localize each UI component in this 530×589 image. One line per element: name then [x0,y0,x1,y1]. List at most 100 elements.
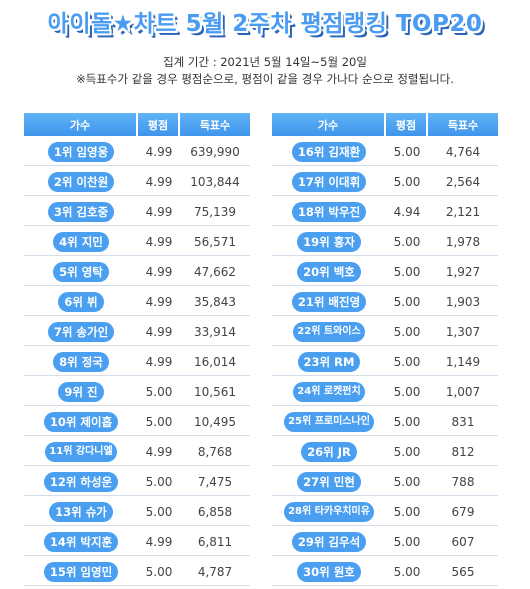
singer-cell: 15위 임영민 [24,559,138,586]
votes-cell: 56,571 [180,229,250,256]
table-row: 23위 RM 5.00 1,149 [272,349,498,376]
score-cell: 4.99 [138,259,180,286]
table-row: 15위 임영민 5.00 4,787 [24,559,250,586]
votes-cell: 6,811 [180,529,250,556]
singer-cell: 5위 영탁 [24,259,138,286]
table-row: 17위 이대휘 5.00 2,564 [272,169,498,196]
score-cell: 5.00 [386,349,428,376]
rank-singer-badge: 9위 진 [58,382,104,402]
score-cell: 5.00 [386,289,428,316]
singer-cell: 13위 슈가 [24,499,138,526]
rank-singer-badge: 5위 영탁 [53,262,109,282]
votes-cell: 35,843 [180,289,250,316]
column-header-score: 평점 [386,113,428,136]
table-row: 4위 지민 4.99 56,571 [24,229,250,256]
table-row: 20위 백호 5.00 1,927 [272,259,498,286]
score-cell: 4.99 [138,319,180,346]
votes-cell: 75,139 [180,199,250,226]
rank-singer-badge: 17위 이대휘 [291,172,367,192]
table-row: 6위 뷔 4.99 35,843 [24,289,250,316]
score-cell: 5.00 [386,379,428,406]
singer-cell: 9위 진 [24,379,138,406]
rank-singer-badge: 13위 슈가 [49,502,113,522]
rank-singer-badge: 10위 제이홉 [43,412,119,432]
table-row: 7위 송가인 4.99 33,914 [24,319,250,346]
singer-cell: 30위 원호 [272,559,386,586]
rank-singer-badge: 25위 프로미스나인 [284,412,374,432]
column-header-votes: 득표수 [428,113,498,136]
votes-cell: 679 [428,499,498,526]
rank-singer-badge: 8위 정국 [53,352,109,372]
table-row: 30위 원호 5.00 565 [272,559,498,586]
rank-singer-badge: 1위 임영웅 [47,142,115,162]
rank-singer-badge: 24위 로켓펀치 [293,382,365,402]
score-cell: 4.99 [138,529,180,556]
table-row: 10위 제이홉 5.00 10,495 [24,409,250,436]
column-header-singer: 가수 [24,113,138,136]
column-header-singer: 가수 [272,113,386,136]
score-cell: 5.00 [138,469,180,496]
votes-cell: 1,007 [428,379,498,406]
page-title: 아이돌★차트 5월 2주차 평점랭킹 TOP20 [47,11,483,37]
votes-cell: 565 [428,559,498,586]
score-cell: 5.00 [138,379,180,406]
score-cell: 5.00 [138,499,180,526]
ranking-table-right: 가수 평점 득표수 16위 김재환 5.00 4,764 17위 이대휘 5.00 2,5… [272,110,498,589]
votes-cell: 4,787 [180,559,250,586]
rank-singer-badge: 19위 홍자 [297,232,361,252]
score-cell: 5.00 [386,469,428,496]
votes-cell: 831 [428,409,498,436]
aggregation-period: 집계 기간 : 2021년 5월 14일~5월 20일 [163,55,367,69]
table-row: 11위 강다니엘 4.99 8,768 [24,439,250,466]
votes-cell: 607 [428,529,498,556]
score-cell: 5.00 [386,139,428,166]
rank-singer-badge: 2위 이찬원 [47,172,115,192]
singer-cell: 22위 트와이스 [272,319,386,346]
singer-cell: 24위 로켓펀치 [272,379,386,406]
votes-cell: 10,495 [180,409,250,436]
table-row: 1위 임영웅 4.99 639,990 [24,139,250,166]
votes-cell: 33,914 [180,319,250,346]
votes-cell: 1,978 [428,229,498,256]
singer-cell: 23위 RM [272,349,386,376]
rank-singer-badge: 26위 JR [301,442,357,462]
votes-cell: 7,475 [180,469,250,496]
singer-cell: 21위 배진영 [272,289,386,316]
rank-singer-badge: 27위 민현 [297,472,361,492]
score-cell: 5.00 [386,229,428,256]
singer-cell: 26위 JR [272,439,386,466]
score-cell: 5.00 [138,559,180,586]
table-row: 5위 영탁 4.99 47,662 [24,259,250,286]
table-row: 27위 민현 5.00 788 [272,469,498,496]
rank-singer-badge: 29위 김우석 [291,532,367,552]
score-cell: 5.00 [386,499,428,526]
table-row: 21위 배진영 5.00 1,903 [272,289,498,316]
rank-singer-badge: 12위 하성운 [43,472,119,492]
singer-cell: 2위 이찬원 [24,169,138,196]
table-row: 2위 이찬원 4.99 103,844 [24,169,250,196]
votes-cell: 16,014 [180,349,250,376]
score-cell: 4.99 [138,199,180,226]
table-row: 13위 슈가 5.00 6,858 [24,499,250,526]
votes-cell: 103,844 [180,169,250,196]
singer-cell: 3위 김호중 [24,199,138,226]
column-header-score: 평점 [138,113,180,136]
score-cell: 5.00 [386,559,428,586]
singer-cell: 18위 박우진 [272,199,386,226]
rank-singer-badge: 28위 타카우치미유 [284,502,374,522]
table-row: 28위 타카우치미유 5.00 679 [272,499,498,526]
score-cell: 4.99 [138,439,180,466]
table-row: 26위 JR 5.00 812 [272,439,498,466]
singer-cell: 11위 강다니엘 [24,439,138,466]
table-header-row: 가수 평점 득표수 [272,113,498,136]
votes-cell: 1,149 [428,349,498,376]
singer-cell: 12위 하성운 [24,469,138,496]
singer-cell: 10위 제이홉 [24,409,138,436]
votes-cell: 788 [428,469,498,496]
table-row: 22위 트와이스 5.00 1,307 [272,319,498,346]
rank-singer-badge: 21위 배진영 [291,292,367,312]
rank-singer-badge: 15위 임영민 [43,562,119,582]
score-cell: 4.99 [138,169,180,196]
column-header-votes: 득표수 [180,113,250,136]
score-cell: 4.99 [138,229,180,256]
